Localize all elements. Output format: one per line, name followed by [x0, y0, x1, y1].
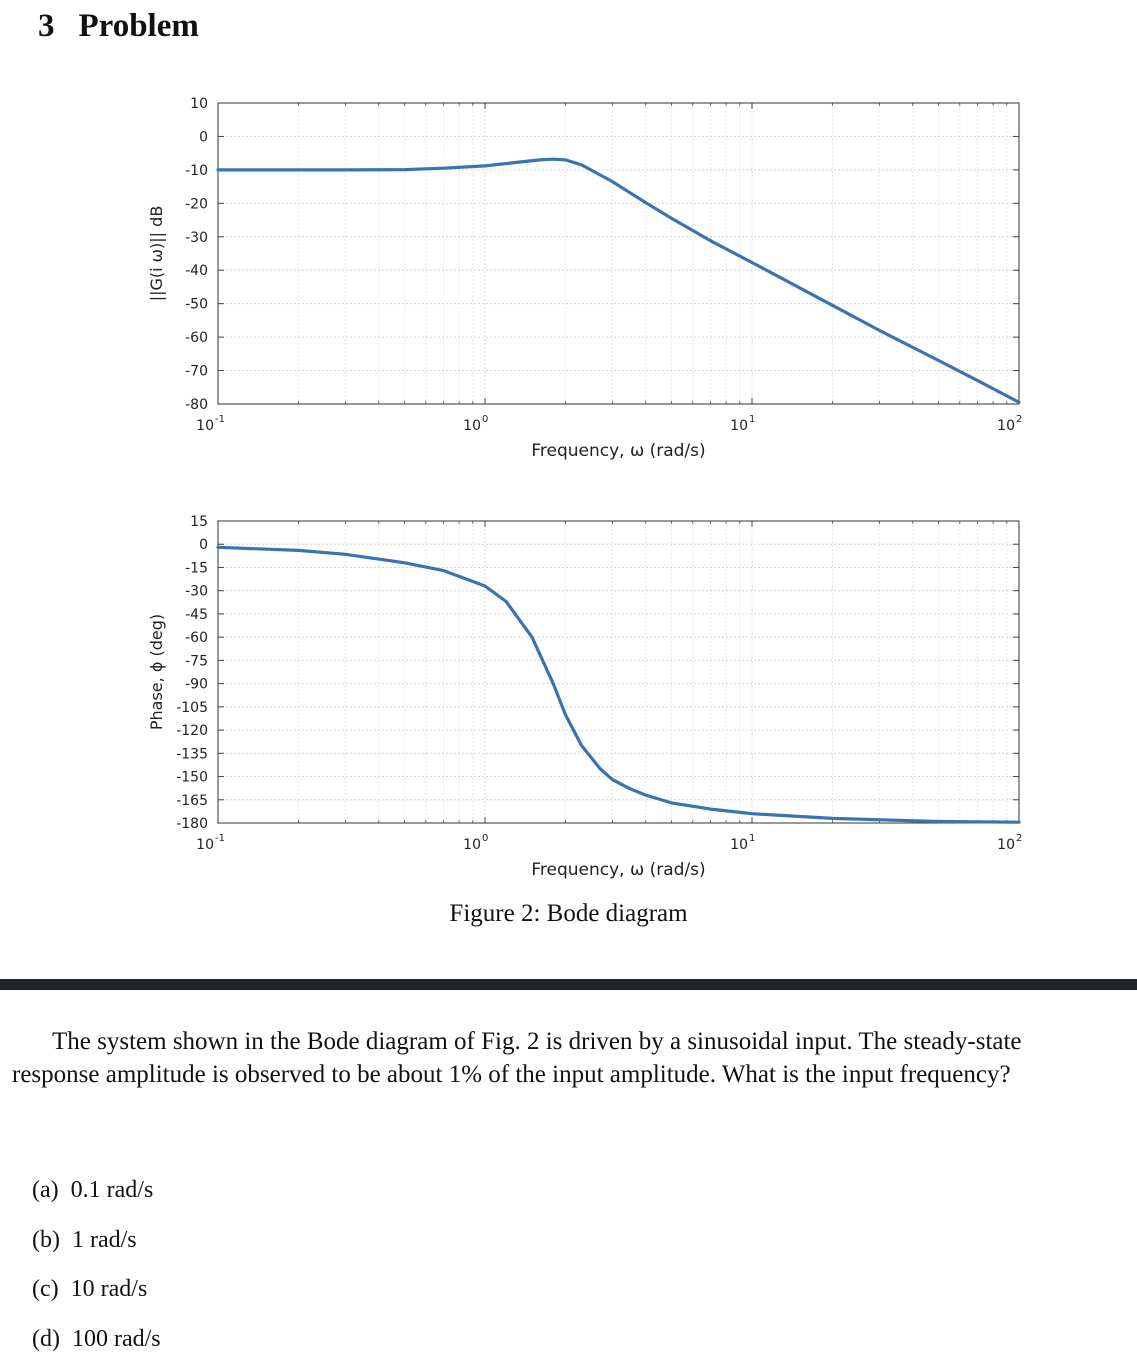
option-label: (d): [32, 1326, 60, 1352]
phase-plot: 150-15-30-45-60-75-90-105-120-135-150-16…: [0, 480, 1137, 900]
x-tick-exponent: -1: [215, 833, 225, 844]
x-tick-label: 10: [730, 837, 748, 853]
x-tick-exponent: 2: [1016, 833, 1022, 844]
y-tick-label: 0: [199, 129, 208, 145]
y-tick-label: -105: [176, 700, 208, 716]
figure-caption: Figure 2: Bode diagram: [0, 900, 1137, 928]
option-d[interactable]: (d) 100 rad/s: [32, 1321, 161, 1370]
series-line: [218, 159, 1019, 402]
y-tick-label: -30: [185, 584, 208, 600]
x-tick-exponent: 1: [749, 833, 755, 844]
x-tick-exponent: 2: [1016, 414, 1022, 425]
x-tick-label: 10: [463, 837, 481, 853]
divider-bar: [0, 979, 1137, 990]
option-text: 100 rad/s: [72, 1326, 161, 1352]
x-tick-label: 10: [730, 418, 748, 434]
y-tick-label: -60: [185, 630, 208, 646]
y-tick-label: -10: [185, 163, 208, 179]
option-b[interactable]: (b) 1 rad/s: [32, 1222, 161, 1272]
y-tick-label: -120: [176, 723, 208, 739]
y-tick-label: 15: [190, 514, 208, 530]
x-tick-label: 10: [196, 837, 214, 853]
y-tick-label: -30: [185, 230, 208, 246]
x-tick-exponent: 0: [482, 833, 488, 844]
option-c[interactable]: (c) 10 rad/s: [32, 1271, 161, 1321]
x-axis-label: Frequency, ω (rad/s): [531, 441, 705, 461]
y-tick-label: -80: [185, 397, 208, 413]
x-tick-label: 10: [997, 418, 1015, 434]
y-tick-label: 0: [199, 537, 208, 553]
y-tick-label: 10: [190, 96, 208, 112]
x-tick-exponent: 0: [482, 414, 488, 425]
x-tick-exponent: -1: [215, 414, 225, 425]
y-axis-label: ||G(i ω)|| dB: [147, 206, 166, 302]
y-axis-label: Phase, ϕ (deg): [147, 614, 166, 730]
y-tick-label: -20: [185, 196, 208, 212]
option-text: 10 rad/s: [71, 1276, 148, 1302]
series-line: [218, 547, 1019, 822]
x-tick-label: 10: [463, 418, 481, 434]
y-tick-label: -75: [185, 653, 208, 669]
y-tick-label: -150: [176, 770, 208, 786]
y-tick-label: -90: [185, 677, 208, 693]
option-label: (b): [32, 1227, 60, 1253]
option-text: 1 rad/s: [72, 1227, 137, 1253]
plot-frame: [218, 103, 1019, 404]
y-tick-label: -165: [176, 793, 208, 809]
question-text: The system shown in the Bode diagram of …: [12, 1025, 1102, 1091]
x-tick-exponent: 1: [749, 414, 755, 425]
y-tick-label: -15: [185, 560, 208, 576]
plot-frame: [218, 521, 1019, 823]
y-tick-label: -45: [185, 607, 208, 623]
y-tick-label: -60: [185, 330, 208, 346]
answer-options: (a) 0.1 rad/s (b) 1 rad/s (c) 10 rad/s (…: [32, 1172, 161, 1370]
y-tick-label: -70: [185, 364, 208, 380]
option-text: 0.1 rad/s: [71, 1177, 154, 1203]
option-label: (a): [32, 1177, 59, 1203]
option-label: (c): [32, 1276, 59, 1302]
option-a[interactable]: (a) 0.1 rad/s: [32, 1172, 161, 1222]
x-tick-label: 10: [196, 418, 214, 434]
x-tick-label: 10: [997, 837, 1015, 853]
y-tick-label: -40: [185, 263, 208, 279]
y-tick-label: -135: [176, 746, 208, 762]
y-tick-label: -180: [176, 816, 208, 832]
x-axis-label: Frequency, ω (rad/s): [531, 860, 705, 880]
y-tick-label: -50: [185, 297, 208, 313]
